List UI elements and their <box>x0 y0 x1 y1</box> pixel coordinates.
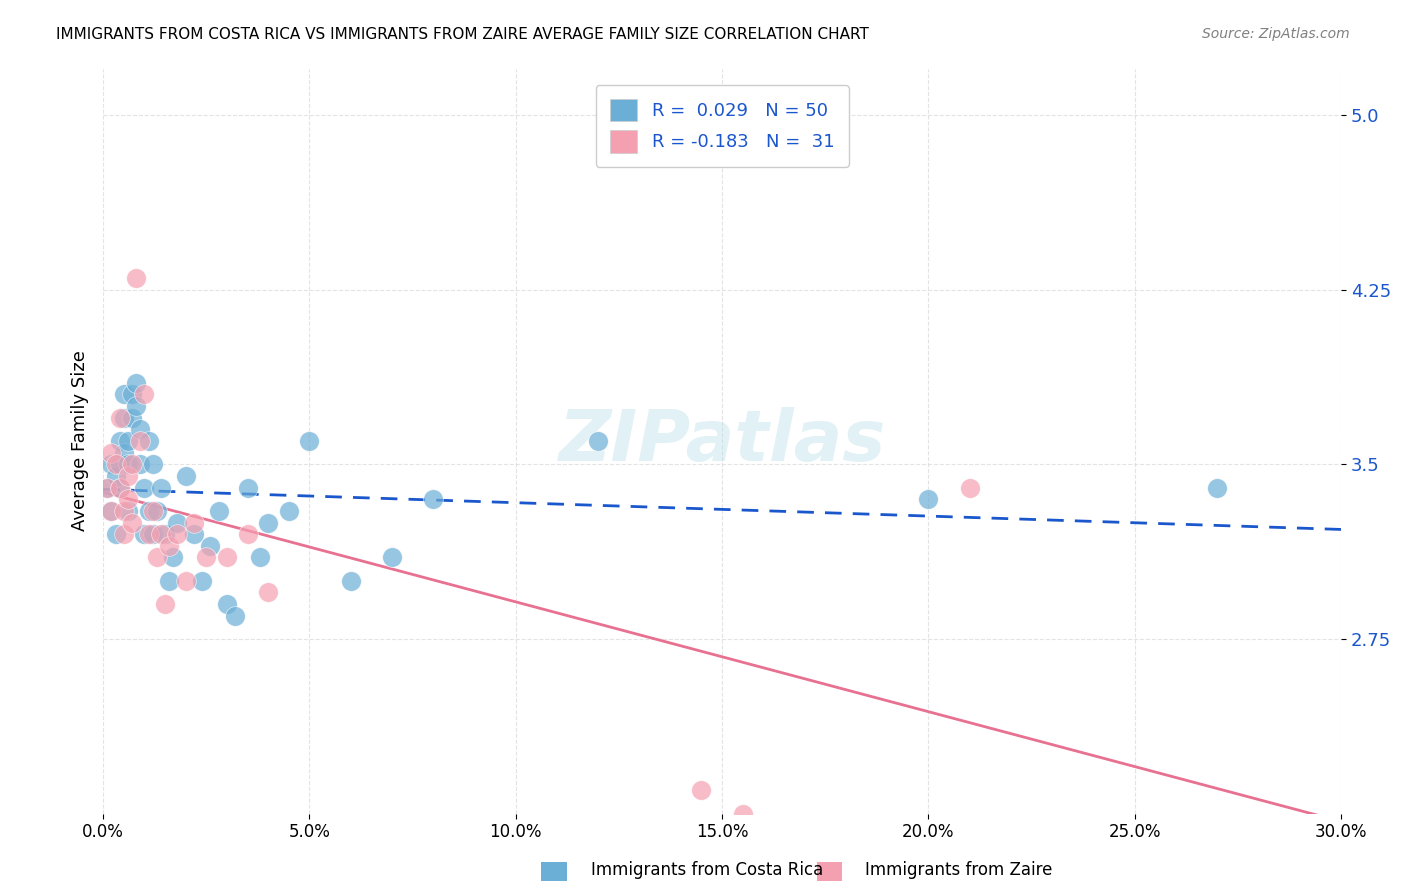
Point <box>157 574 180 588</box>
Point <box>108 481 131 495</box>
Point <box>1206 481 1229 495</box>
Point <box>731 806 754 821</box>
Point <box>134 527 156 541</box>
Point <box>112 410 135 425</box>
Point <box>381 550 404 565</box>
Point <box>125 271 148 285</box>
Point <box>215 597 238 611</box>
Point <box>149 527 172 541</box>
Point <box>112 504 135 518</box>
Point <box>959 481 981 495</box>
Point <box>134 481 156 495</box>
Point <box>100 504 122 518</box>
Point <box>162 550 184 565</box>
Text: IMMIGRANTS FROM COSTA RICA VS IMMIGRANTS FROM ZAIRE AVERAGE FAMILY SIZE CORRELAT: IMMIGRANTS FROM COSTA RICA VS IMMIGRANTS… <box>56 27 869 42</box>
Point <box>153 527 176 541</box>
Point <box>183 527 205 541</box>
Point <box>134 387 156 401</box>
Point <box>117 458 139 472</box>
Point <box>129 422 152 436</box>
Point <box>112 527 135 541</box>
Point <box>104 527 127 541</box>
Point <box>121 410 143 425</box>
Point <box>257 585 280 599</box>
Point <box>917 492 939 507</box>
Point <box>117 492 139 507</box>
Point <box>138 504 160 518</box>
Point <box>236 527 259 541</box>
Text: Immigrants from Costa Rica: Immigrants from Costa Rica <box>591 861 823 879</box>
Point <box>129 458 152 472</box>
Point <box>298 434 321 448</box>
Point <box>142 458 165 472</box>
Legend: R =  0.029   N = 50, R = -0.183   N =  31: R = 0.029 N = 50, R = -0.183 N = 31 <box>596 85 849 167</box>
Point <box>588 434 610 448</box>
Point <box>100 504 122 518</box>
Point <box>174 574 197 588</box>
Point <box>257 516 280 530</box>
Point <box>183 516 205 530</box>
Point <box>149 481 172 495</box>
Point <box>121 516 143 530</box>
Point <box>138 434 160 448</box>
Point <box>121 387 143 401</box>
Point <box>117 469 139 483</box>
Point <box>112 446 135 460</box>
Point <box>117 504 139 518</box>
Point <box>191 574 214 588</box>
Point <box>142 504 165 518</box>
Point <box>224 608 246 623</box>
Point <box>146 550 169 565</box>
Point <box>108 481 131 495</box>
Text: ZIPatlas: ZIPatlas <box>558 407 886 475</box>
Point <box>166 516 188 530</box>
Y-axis label: Average Family Size: Average Family Size <box>72 351 89 532</box>
Point <box>166 527 188 541</box>
Point <box>125 376 148 390</box>
Text: Immigrants from Zaire: Immigrants from Zaire <box>865 861 1052 879</box>
Point <box>96 481 118 495</box>
Point <box>277 504 299 518</box>
Point <box>117 434 139 448</box>
Point <box>200 539 222 553</box>
Point <box>146 504 169 518</box>
Point <box>104 458 127 472</box>
Point <box>108 410 131 425</box>
Point <box>96 481 118 495</box>
Point <box>129 434 152 448</box>
Point <box>422 492 444 507</box>
Point <box>142 527 165 541</box>
Point <box>690 783 713 797</box>
Point <box>174 469 197 483</box>
Point <box>100 446 122 460</box>
Point <box>108 434 131 448</box>
Point <box>157 539 180 553</box>
Point <box>108 458 131 472</box>
Point <box>208 504 231 518</box>
Point <box>100 458 122 472</box>
Point <box>112 387 135 401</box>
Point <box>249 550 271 565</box>
Point <box>339 574 361 588</box>
Point <box>121 458 143 472</box>
Text: Source: ZipAtlas.com: Source: ZipAtlas.com <box>1202 27 1350 41</box>
Point <box>236 481 259 495</box>
Point <box>195 550 218 565</box>
Point <box>125 399 148 413</box>
Point <box>138 527 160 541</box>
Point <box>104 469 127 483</box>
Point <box>215 550 238 565</box>
Point <box>153 597 176 611</box>
